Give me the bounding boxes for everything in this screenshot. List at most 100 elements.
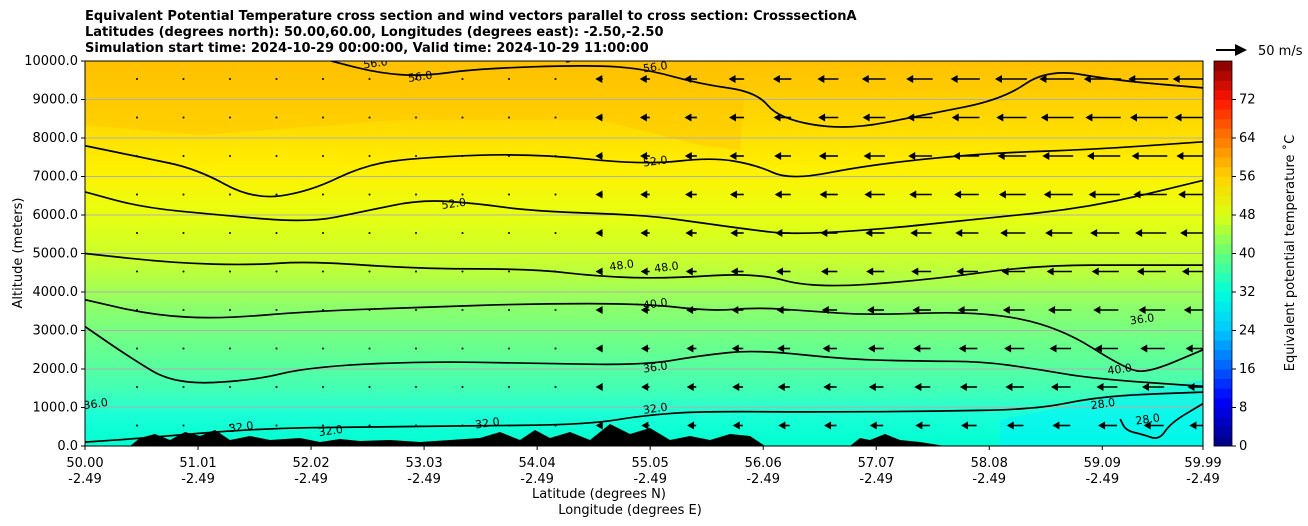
contour-36: [85, 325, 1203, 388]
wind-vector: [182, 347, 185, 350]
wind-vector: [368, 232, 371, 234]
wind-vector: [275, 309, 278, 311]
wind-vector-head: [730, 267, 738, 276]
wind-vector-head: [821, 267, 829, 276]
x-tick-label-lon: -2.49: [633, 472, 667, 487]
colorbar-segment: [1214, 80, 1232, 91]
wind-vector-head: [863, 152, 871, 160]
wind-vector-head: [685, 229, 693, 237]
wind-vector-head: [1001, 267, 1009, 276]
y-tick-label: 1000.0: [33, 401, 79, 416]
wind-vector-head: [823, 383, 831, 391]
wind-vector: [368, 270, 371, 273]
colorbar-segment: [1214, 118, 1232, 129]
colorbar-tick-label: 40: [1239, 247, 1256, 262]
x-tick-label-lon: -2.49: [520, 472, 554, 487]
wind-vector: [461, 155, 464, 157]
contour-56: [330, 61, 1203, 128]
wind-vector: [136, 78, 138, 80]
wind-vector: [415, 270, 417, 273]
wind-vector-head: [774, 190, 782, 199]
wind-vector: [415, 424, 417, 427]
wind-vector-head: [1085, 113, 1093, 122]
wind-vector-head: [1180, 229, 1188, 237]
wind-vector: [461, 347, 464, 350]
colorbar-segment: [1214, 157, 1232, 168]
wind-vector: [322, 424, 324, 427]
contour-52: [85, 140, 1203, 198]
wind-vector-head: [641, 344, 649, 353]
contour-label: 48.0: [653, 259, 679, 275]
wind-vector: [275, 386, 278, 388]
wind-vector: [508, 347, 510, 350]
wind-vector-head: [687, 421, 695, 430]
wind-vector: [554, 386, 557, 388]
colorbar-segment: [1214, 224, 1232, 235]
wind-vector-head: [1136, 267, 1144, 276]
colorbar-segment: [1214, 417, 1232, 428]
wind-vector: [461, 78, 464, 80]
wind-vector: [368, 309, 371, 311]
wind-vector-head: [867, 344, 875, 353]
colorbar-segment: [1214, 243, 1232, 254]
wind-vector: [554, 270, 557, 273]
colorbar-tick-label: 32: [1239, 285, 1256, 300]
wind-vector: [229, 386, 231, 388]
wind-vector: [368, 193, 371, 196]
y-axis-label: Altitude (meters): [11, 198, 26, 309]
x-tick-label-lon: -2.49: [859, 472, 893, 487]
wind-vector-head: [868, 383, 876, 391]
wind-vector-head: [910, 229, 918, 237]
wind-vector-head: [731, 306, 739, 314]
colorbar-segment: [1214, 407, 1232, 418]
wind-vector: [275, 116, 278, 119]
wind-vector: [182, 155, 185, 157]
contour-label: 36.0: [642, 359, 668, 375]
x-tick-label-lat: 56.06: [745, 456, 782, 471]
wind-vector: [229, 193, 231, 196]
wind-vector-head: [951, 113, 959, 122]
wind-vector-head: [1000, 229, 1008, 237]
wind-vector-head: [957, 306, 965, 314]
warm-region-top: [85, 61, 745, 150]
wind-vector-head: [728, 113, 736, 122]
colorbar-segment: [1214, 292, 1232, 303]
wind-vector: [554, 193, 557, 196]
wind-vector: [136, 116, 138, 119]
wind-vector: [322, 347, 324, 350]
wind-vector-head: [908, 152, 916, 160]
wind-vector: [415, 309, 417, 311]
wind-vector-head: [869, 421, 877, 430]
colorbar-segment: [1214, 253, 1232, 264]
wind-vector: [508, 116, 510, 119]
wind-vector: [322, 386, 324, 388]
wind-vector-head: [595, 75, 603, 83]
wind-vector: [136, 347, 138, 350]
wind-vector-head: [1172, 75, 1180, 83]
wind-vector-head: [1042, 152, 1050, 160]
x-tick-label-lon: -2.49: [407, 472, 441, 487]
wind-vector-head: [995, 75, 1003, 83]
wind-vector-head: [639, 113, 647, 122]
x-tick-label-lat: 54.04: [519, 456, 556, 471]
colorbar-segment: [1214, 436, 1232, 447]
wind-vector-head: [777, 344, 785, 353]
wind-vector: [182, 424, 185, 427]
wind-vector-head: [824, 421, 832, 430]
wind-vector: [322, 309, 324, 311]
x-tick-label-lat: 58.08: [971, 456, 1008, 471]
wind-vector-head: [1043, 190, 1051, 199]
wind-vector: [508, 270, 510, 273]
wind-vector-head: [728, 75, 736, 83]
wind-vector-head: [595, 229, 603, 237]
colorbar-tick-label: 0: [1239, 439, 1247, 454]
wind-vector-head: [774, 152, 782, 160]
wind-vector-head: [1187, 383, 1195, 391]
wind-vector-head: [685, 190, 693, 199]
wind-vector-head: [640, 229, 648, 237]
wind-vector-head: [731, 344, 739, 353]
contour-label: 28.0: [1135, 411, 1161, 427]
wind-vector-head: [996, 113, 1004, 122]
colorbar-segment: [1214, 234, 1232, 245]
y-tick-label: 0.0: [57, 439, 78, 454]
